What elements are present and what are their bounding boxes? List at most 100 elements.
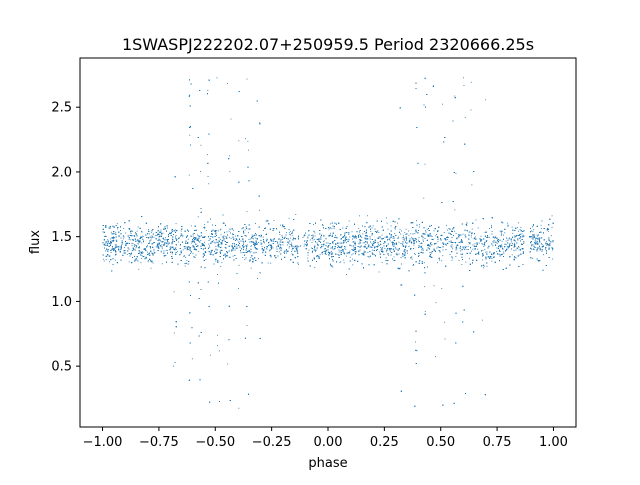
data-point — [216, 230, 218, 231]
data-point — [423, 249, 424, 251]
data-point — [394, 248, 396, 250]
data-point — [494, 237, 496, 239]
data-point — [208, 243, 210, 245]
data-point — [364, 242, 365, 244]
data-point — [517, 239, 519, 241]
data-point — [270, 255, 272, 257]
data-point — [180, 235, 181, 237]
data-point — [321, 244, 322, 246]
data-point — [414, 233, 416, 234]
data-point — [361, 253, 363, 254]
data-point — [437, 241, 439, 243]
data-point — [411, 256, 413, 258]
data-point — [523, 251, 524, 253]
data-point — [132, 230, 133, 232]
data-point — [204, 226, 206, 228]
data-point — [351, 231, 353, 233]
data-point — [232, 248, 234, 250]
data-point — [138, 268, 140, 270]
data-point — [232, 255, 234, 257]
data-point — [425, 230, 426, 231]
data-point — [431, 236, 433, 237]
data-point — [448, 228, 450, 229]
data-point — [272, 241, 274, 242]
data-point — [279, 248, 280, 250]
data-point — [322, 253, 324, 255]
data-point — [182, 249, 184, 251]
data-point — [189, 248, 191, 250]
data-point — [331, 228, 333, 230]
data-point — [110, 252, 112, 253]
data-point — [388, 254, 389, 256]
data-point — [534, 242, 535, 243]
data-point — [148, 229, 149, 230]
data-point — [532, 226, 533, 228]
data-point — [166, 243, 168, 245]
data-point — [192, 235, 194, 237]
data-point — [307, 257, 309, 259]
data-point — [486, 251, 488, 253]
data-point — [518, 230, 520, 232]
data-point — [360, 239, 361, 241]
data-point — [505, 240, 507, 242]
data-point — [412, 265, 414, 266]
data-point — [250, 257, 252, 259]
data-point — [394, 228, 396, 230]
data-point — [337, 247, 338, 248]
data-point — [476, 252, 478, 254]
data-point — [398, 241, 400, 243]
data-point — [374, 254, 375, 256]
data-point — [322, 224, 324, 226]
data-point — [418, 237, 420, 239]
data-point — [190, 225, 192, 227]
data-point — [134, 245, 135, 247]
data-point — [460, 250, 462, 252]
data-point — [360, 242, 362, 244]
data-point — [215, 260, 217, 262]
data-point — [117, 228, 119, 230]
data-point — [225, 247, 227, 249]
data-point — [343, 251, 345, 253]
data-point — [468, 231, 470, 233]
data-point — [172, 230, 173, 232]
data-point — [185, 256, 187, 258]
data-point — [518, 249, 520, 251]
data-point — [258, 258, 259, 260]
data-point — [312, 239, 314, 241]
data-point — [383, 243, 385, 244]
data-point — [335, 234, 336, 236]
data-point — [272, 247, 274, 249]
data-point — [422, 236, 424, 238]
data-point — [209, 246, 211, 248]
data-point — [515, 257, 517, 259]
data-point — [530, 248, 532, 250]
data-point — [349, 236, 351, 238]
data-point — [507, 240, 509, 241]
data-point — [200, 144, 202, 146]
data-point — [349, 256, 351, 258]
data-point — [354, 244, 356, 246]
data-point — [413, 244, 415, 246]
data-point — [217, 345, 218, 347]
data-point — [509, 238, 511, 240]
data-point — [185, 246, 187, 248]
data-point — [494, 245, 496, 246]
data-point — [241, 238, 243, 240]
data-point — [393, 256, 395, 258]
data-point — [433, 285, 435, 287]
data-point — [550, 235, 552, 237]
data-point — [109, 261, 110, 263]
data-point — [291, 245, 293, 247]
data-point — [418, 239, 419, 241]
data-point — [411, 238, 413, 240]
data-point — [302, 237, 304, 238]
data-point — [153, 242, 154, 244]
data-point — [371, 249, 373, 251]
data-point — [105, 250, 106, 252]
data-point — [202, 249, 204, 250]
data-point — [507, 246, 508, 247]
data-point — [549, 244, 551, 246]
data-point — [481, 255, 483, 257]
data-point — [227, 363, 229, 365]
data-point — [484, 249, 486, 250]
